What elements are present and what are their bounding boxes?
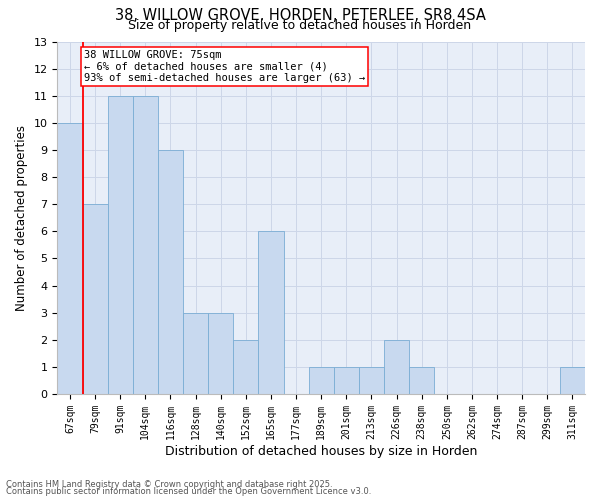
- Bar: [208, 312, 233, 394]
- Text: Size of property relative to detached houses in Horden: Size of property relative to detached ho…: [128, 18, 472, 32]
- Y-axis label: Number of detached properties: Number of detached properties: [15, 124, 28, 310]
- Text: Contains public sector information licensed under the Open Government Licence v3: Contains public sector information licen…: [6, 487, 371, 496]
- Bar: [560, 367, 585, 394]
- Text: 38 WILLOW GROVE: 75sqm
← 6% of detached houses are smaller (4)
93% of semi-detac: 38 WILLOW GROVE: 75sqm ← 6% of detached …: [84, 50, 365, 83]
- Bar: [259, 232, 284, 394]
- Bar: [158, 150, 183, 394]
- X-axis label: Distribution of detached houses by size in Horden: Distribution of detached houses by size …: [165, 444, 478, 458]
- Bar: [233, 340, 259, 394]
- Bar: [409, 367, 434, 394]
- Bar: [359, 367, 384, 394]
- Bar: [308, 367, 334, 394]
- Text: Contains HM Land Registry data © Crown copyright and database right 2025.: Contains HM Land Registry data © Crown c…: [6, 480, 332, 489]
- Bar: [83, 204, 107, 394]
- Bar: [334, 367, 359, 394]
- Bar: [133, 96, 158, 394]
- Bar: [58, 123, 83, 394]
- Bar: [107, 96, 133, 394]
- Text: 38, WILLOW GROVE, HORDEN, PETERLEE, SR8 4SA: 38, WILLOW GROVE, HORDEN, PETERLEE, SR8 …: [115, 8, 485, 22]
- Bar: [384, 340, 409, 394]
- Bar: [183, 312, 208, 394]
